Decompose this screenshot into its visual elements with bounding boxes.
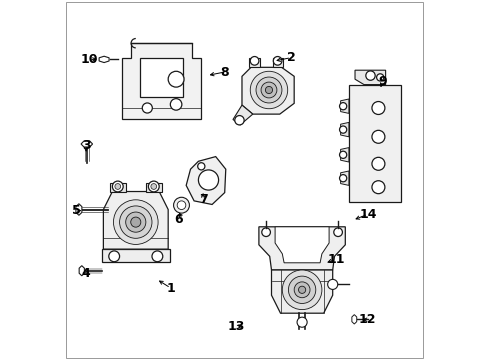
Text: 4: 4 bbox=[81, 267, 90, 280]
Text: 9: 9 bbox=[378, 75, 386, 87]
Circle shape bbox=[173, 197, 189, 213]
Polygon shape bbox=[186, 157, 225, 204]
Text: 2: 2 bbox=[286, 51, 295, 64]
Circle shape bbox=[234, 116, 244, 125]
Circle shape bbox=[177, 201, 185, 210]
Text: 5: 5 bbox=[72, 204, 80, 217]
Circle shape bbox=[371, 157, 384, 170]
Circle shape bbox=[115, 184, 121, 189]
Circle shape bbox=[125, 212, 145, 232]
Polygon shape bbox=[351, 315, 356, 324]
Circle shape bbox=[168, 71, 183, 87]
Circle shape bbox=[282, 270, 321, 310]
Polygon shape bbox=[232, 105, 252, 125]
Polygon shape bbox=[271, 270, 332, 313]
Circle shape bbox=[170, 99, 182, 110]
Polygon shape bbox=[348, 85, 400, 202]
Circle shape bbox=[339, 175, 346, 182]
Polygon shape bbox=[249, 58, 260, 67]
Circle shape bbox=[113, 200, 158, 244]
Circle shape bbox=[250, 57, 258, 65]
Circle shape bbox=[273, 57, 282, 65]
Circle shape bbox=[333, 228, 342, 237]
Text: 3: 3 bbox=[81, 139, 90, 152]
Text: 14: 14 bbox=[359, 208, 376, 221]
Circle shape bbox=[151, 184, 156, 189]
Text: 12: 12 bbox=[358, 313, 376, 326]
Polygon shape bbox=[340, 99, 348, 113]
Polygon shape bbox=[275, 227, 328, 263]
Text: 11: 11 bbox=[327, 253, 345, 266]
Polygon shape bbox=[340, 122, 348, 137]
Circle shape bbox=[265, 86, 272, 94]
Polygon shape bbox=[145, 183, 162, 192]
Circle shape bbox=[296, 317, 306, 327]
Polygon shape bbox=[258, 227, 345, 270]
Circle shape bbox=[130, 217, 141, 227]
Polygon shape bbox=[81, 141, 92, 147]
Polygon shape bbox=[272, 58, 282, 67]
Circle shape bbox=[339, 151, 346, 158]
Circle shape bbox=[365, 71, 374, 80]
Circle shape bbox=[261, 82, 276, 98]
Circle shape bbox=[371, 130, 384, 143]
Circle shape bbox=[152, 251, 163, 262]
Circle shape bbox=[250, 71, 287, 109]
Circle shape bbox=[371, 181, 384, 194]
Text: 8: 8 bbox=[220, 66, 228, 78]
Circle shape bbox=[112, 181, 123, 192]
Circle shape bbox=[339, 126, 346, 133]
Polygon shape bbox=[99, 56, 109, 63]
Polygon shape bbox=[354, 70, 385, 85]
Polygon shape bbox=[340, 171, 348, 185]
Polygon shape bbox=[103, 192, 168, 249]
Polygon shape bbox=[242, 67, 294, 114]
Polygon shape bbox=[76, 204, 81, 215]
Circle shape bbox=[288, 276, 315, 303]
Circle shape bbox=[148, 181, 159, 192]
Text: 10: 10 bbox=[80, 53, 98, 66]
Circle shape bbox=[256, 77, 282, 103]
Circle shape bbox=[327, 279, 337, 289]
Polygon shape bbox=[110, 183, 125, 192]
Circle shape bbox=[142, 103, 152, 113]
Circle shape bbox=[371, 102, 384, 114]
Circle shape bbox=[108, 251, 120, 262]
Text: 1: 1 bbox=[166, 282, 175, 294]
Circle shape bbox=[298, 286, 305, 293]
Polygon shape bbox=[79, 266, 84, 276]
Polygon shape bbox=[102, 249, 170, 262]
Circle shape bbox=[376, 74, 383, 81]
Polygon shape bbox=[340, 148, 348, 162]
Circle shape bbox=[339, 103, 346, 110]
Polygon shape bbox=[122, 43, 201, 119]
Text: 13: 13 bbox=[227, 320, 244, 333]
Polygon shape bbox=[140, 58, 183, 97]
Circle shape bbox=[198, 170, 218, 190]
Circle shape bbox=[294, 282, 309, 298]
Circle shape bbox=[120, 206, 152, 238]
Circle shape bbox=[197, 163, 204, 170]
Text: 6: 6 bbox=[174, 213, 183, 226]
Circle shape bbox=[261, 228, 270, 237]
Text: 7: 7 bbox=[198, 193, 207, 206]
